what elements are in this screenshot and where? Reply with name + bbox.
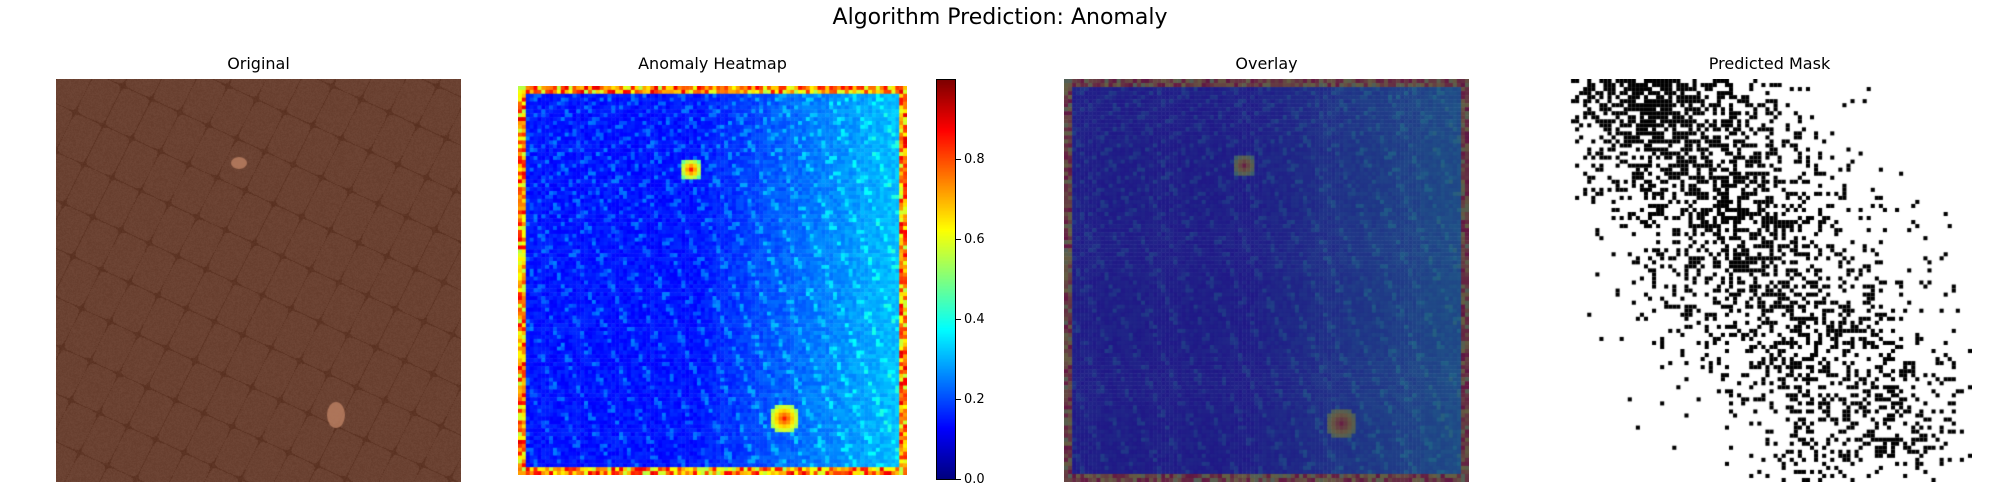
original-image (56, 79, 461, 482)
colorbar-tick (956, 159, 961, 160)
colorbar-tick-label: 0.6 (964, 232, 985, 247)
figure-suptitle: Algorithm Prediction: Anomaly (832, 5, 1168, 30)
original-title: Original (227, 54, 290, 73)
colorbar-tick (956, 399, 961, 400)
colorbar-tick (956, 239, 961, 240)
colorbar-tick-label: 0.4 (964, 312, 985, 327)
colorbar-tick-label: 0.2 (964, 392, 985, 407)
mask-image (1567, 79, 1972, 482)
heatmap-image (518, 86, 907, 475)
mask-title: Predicted Mask (1708, 54, 1831, 73)
overlay-image (1064, 79, 1469, 482)
colorbar-tick-label: 0.8 (964, 152, 985, 167)
colorbar-tick (956, 319, 961, 320)
overlay-title: Overlay (1235, 54, 1298, 73)
heatmap-title: Anomaly Heatmap (638, 54, 787, 73)
colorbar (936, 79, 956, 480)
colorbar-tick (956, 479, 961, 480)
colorbar-tick-label: 0.0 (964, 472, 985, 487)
